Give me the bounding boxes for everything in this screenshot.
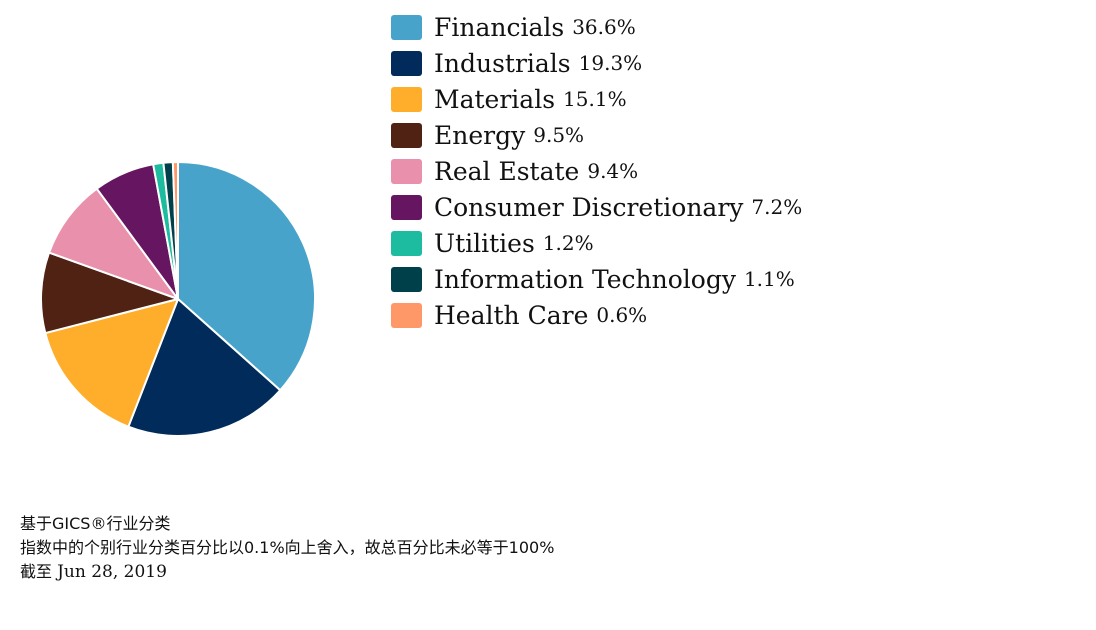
pie-slice-energy [40,251,179,335]
legend-swatch [391,194,422,220]
legend-swatch [391,50,422,76]
legend-item-financials: Financials 36.6% [391,9,802,45]
legend-item-information-technology: Information Technology 1.1% [391,261,802,297]
legend-swatch [391,266,422,292]
pie-slice-real-estate [48,187,179,300]
legend-swatch [391,14,422,40]
legend-value: 19.3% [578,51,643,75]
legend-swatch [391,86,422,112]
legend-item-utilities: Utilities 1.2% [391,225,802,261]
legend-label: Energy [434,120,526,150]
legend-item-real-estate: Real Estate 9.4% [391,153,802,189]
legend-swatch [391,230,422,256]
pie-slice-materials [44,298,179,428]
legend-item-health-care: Health Care 0.6% [391,297,802,333]
legend-label: Industrials [434,48,571,78]
pie-slice-health-care [171,161,179,300]
chart-legend: Financials 36.6% Industrials 19.3% Materials… [391,9,802,333]
legend-value: 1.2% [542,231,594,255]
legend-label: Real Estate [434,156,580,186]
legend-label: Consumer Discretionary [434,192,744,222]
legend-label: Utilities [434,228,535,258]
legend-label: Financials [434,12,565,42]
legend-value: 36.6% [572,15,636,39]
legend-swatch [391,158,422,184]
legend-value: 1.1% [743,267,795,291]
pie-slice-industrials [127,298,282,437]
legend-label: Health Care [434,300,589,330]
footnotes: 基于GICS®行业分类 指数中的个别行业分类百分比以0.1%向上舍入，故总百分比… [20,512,554,584]
legend-swatch [391,302,422,328]
legend-value: 7.2% [751,195,803,219]
pie-slice-financials [177,161,316,392]
footnote-as-of: 截至 Jun 28, 2019 [20,560,554,584]
as-of-prefix: 截至 [20,562,58,581]
footnote-classification: 基于GICS®行业分类 [20,514,171,533]
legend-item-energy: Energy 9.5% [391,117,802,153]
legend-value: 9.4% [587,159,639,183]
legend-swatch [391,122,422,148]
legend-value: 15.1% [563,87,627,111]
legend-item-industrials: Industrials 19.3% [391,45,802,81]
as-of-date: Jun 28, 2019 [57,562,167,582]
pie-chart [40,161,316,437]
legend-label: Materials [434,84,556,114]
legend-label: Information Technology [434,264,736,294]
legend-value: 0.6% [596,303,648,327]
legend-value: 9.5% [533,123,585,147]
legend-item-materials: Materials 15.1% [391,81,802,117]
legend-item-consumer-discretionary: Consumer Discretionary 7.2% [391,189,802,225]
footnote-rounding: 指数中的个别行业分类百分比以0.1%向上舍入，故总百分比未必等于100% [20,538,555,557]
